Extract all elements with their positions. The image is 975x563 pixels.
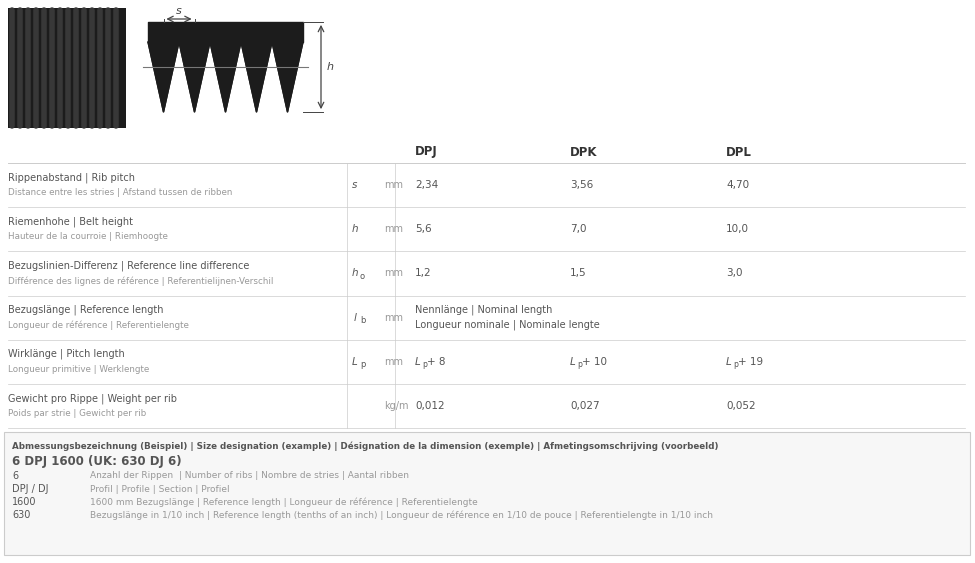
Text: Nennlänge | Nominal length: Nennlänge | Nominal length <box>415 305 553 315</box>
Text: p: p <box>360 360 366 369</box>
Text: Wirklänge | Pitch length: Wirklänge | Pitch length <box>8 349 125 360</box>
Text: 7,0: 7,0 <box>570 224 587 234</box>
Text: 6: 6 <box>12 471 19 481</box>
Text: DPJ / DJ: DPJ / DJ <box>12 484 49 494</box>
Text: o: o <box>360 272 365 281</box>
Text: Riemenhohe | Belt height: Riemenhohe | Belt height <box>8 217 133 227</box>
Text: 4,70: 4,70 <box>726 180 749 190</box>
Text: Rippenabstand | Rib pitch: Rippenabstand | Rib pitch <box>8 172 135 183</box>
Text: 3,0: 3,0 <box>726 269 743 279</box>
Text: Longueur de référence | Referentielengte: Longueur de référence | Referentielengte <box>8 320 189 330</box>
Text: p: p <box>422 360 427 369</box>
Text: + 8: + 8 <box>427 357 446 367</box>
Text: Bezugslänge in 1/10 inch | Reference length (tenths of an inch) | Longueur de ré: Bezugslänge in 1/10 inch | Reference len… <box>90 510 713 520</box>
Text: Longueur primitive | Werklengte: Longueur primitive | Werklengte <box>8 365 149 374</box>
Text: Hauteur de la courroie | Riemhoogte: Hauteur de la courroie | Riemhoogte <box>8 233 168 242</box>
Text: p: p <box>577 360 582 369</box>
Text: Différence des lignes de référence | Referentielijnen-Verschil: Différence des lignes de référence | Ref… <box>8 276 273 285</box>
Text: Abmessungsbezeichnung (Beispiel) | Size designation (example) | Désignation de l: Abmessungsbezeichnung (Beispiel) | Size … <box>12 441 719 451</box>
Text: h: h <box>327 62 334 72</box>
Text: mm: mm <box>384 312 403 323</box>
Text: 1,5: 1,5 <box>570 269 587 279</box>
Text: p: p <box>733 360 738 369</box>
Text: 6 DPJ 1600 (UK: 630 DJ 6): 6 DPJ 1600 (UK: 630 DJ 6) <box>12 454 181 467</box>
Text: 3,56: 3,56 <box>570 180 593 190</box>
Text: Bezugslinien-Differenz | Reference line difference: Bezugslinien-Differenz | Reference line … <box>8 261 250 271</box>
Text: b: b <box>360 316 366 325</box>
Text: L: L <box>726 357 732 367</box>
Text: + 19: + 19 <box>738 357 763 367</box>
Text: Longueur nominale | Nominale lengte: Longueur nominale | Nominale lengte <box>415 320 600 330</box>
Text: 10,0: 10,0 <box>726 224 749 234</box>
Text: Profil | Profile | Section | Profiel: Profil | Profile | Section | Profiel <box>90 485 230 494</box>
Text: 1,2: 1,2 <box>415 269 432 279</box>
Text: DPJ: DPJ <box>415 145 438 159</box>
Text: Distance entre les stries | Afstand tussen de ribben: Distance entre les stries | Afstand tuss… <box>8 188 232 197</box>
Text: Bezugslänge | Reference length: Bezugslänge | Reference length <box>8 305 164 315</box>
Text: mm: mm <box>384 224 403 234</box>
Text: l: l <box>354 312 357 323</box>
Polygon shape <box>148 42 303 112</box>
Text: 0,027: 0,027 <box>570 401 600 411</box>
Text: mm: mm <box>384 357 403 367</box>
Text: mm: mm <box>384 269 403 279</box>
Text: s: s <box>352 180 358 190</box>
Text: L: L <box>415 357 421 367</box>
Text: Gewicht pro Rippe | Weight per rib: Gewicht pro Rippe | Weight per rib <box>8 393 177 404</box>
Text: 5,6: 5,6 <box>415 224 432 234</box>
Text: L: L <box>352 357 358 367</box>
Text: h: h <box>352 269 359 279</box>
Text: mm: mm <box>384 180 403 190</box>
Text: s: s <box>176 6 182 16</box>
Text: 0,012: 0,012 <box>415 401 445 411</box>
Bar <box>4 432 970 555</box>
Text: L: L <box>570 357 576 367</box>
Text: 1600 mm Bezugslänge | Reference length | Longueur de référence | Referentielengt: 1600 mm Bezugslänge | Reference length |… <box>90 497 478 507</box>
Text: DPL: DPL <box>726 145 752 159</box>
Text: Anzahl der Rippen  | Number of ribs | Nombre de stries | Aantal ribben: Anzahl der Rippen | Number of ribs | Nom… <box>90 471 409 480</box>
Text: 1600: 1600 <box>12 497 36 507</box>
Text: 2,34: 2,34 <box>415 180 438 190</box>
Text: h: h <box>352 224 359 234</box>
Bar <box>8 8 126 128</box>
Text: 0,052: 0,052 <box>726 401 756 411</box>
Text: kg/m: kg/m <box>384 401 409 411</box>
Text: Poids par strie | Gewicht per rib: Poids par strie | Gewicht per rib <box>8 409 146 418</box>
Text: + 10: + 10 <box>582 357 607 367</box>
Text: 630: 630 <box>12 510 30 520</box>
Text: DPK: DPK <box>570 145 598 159</box>
